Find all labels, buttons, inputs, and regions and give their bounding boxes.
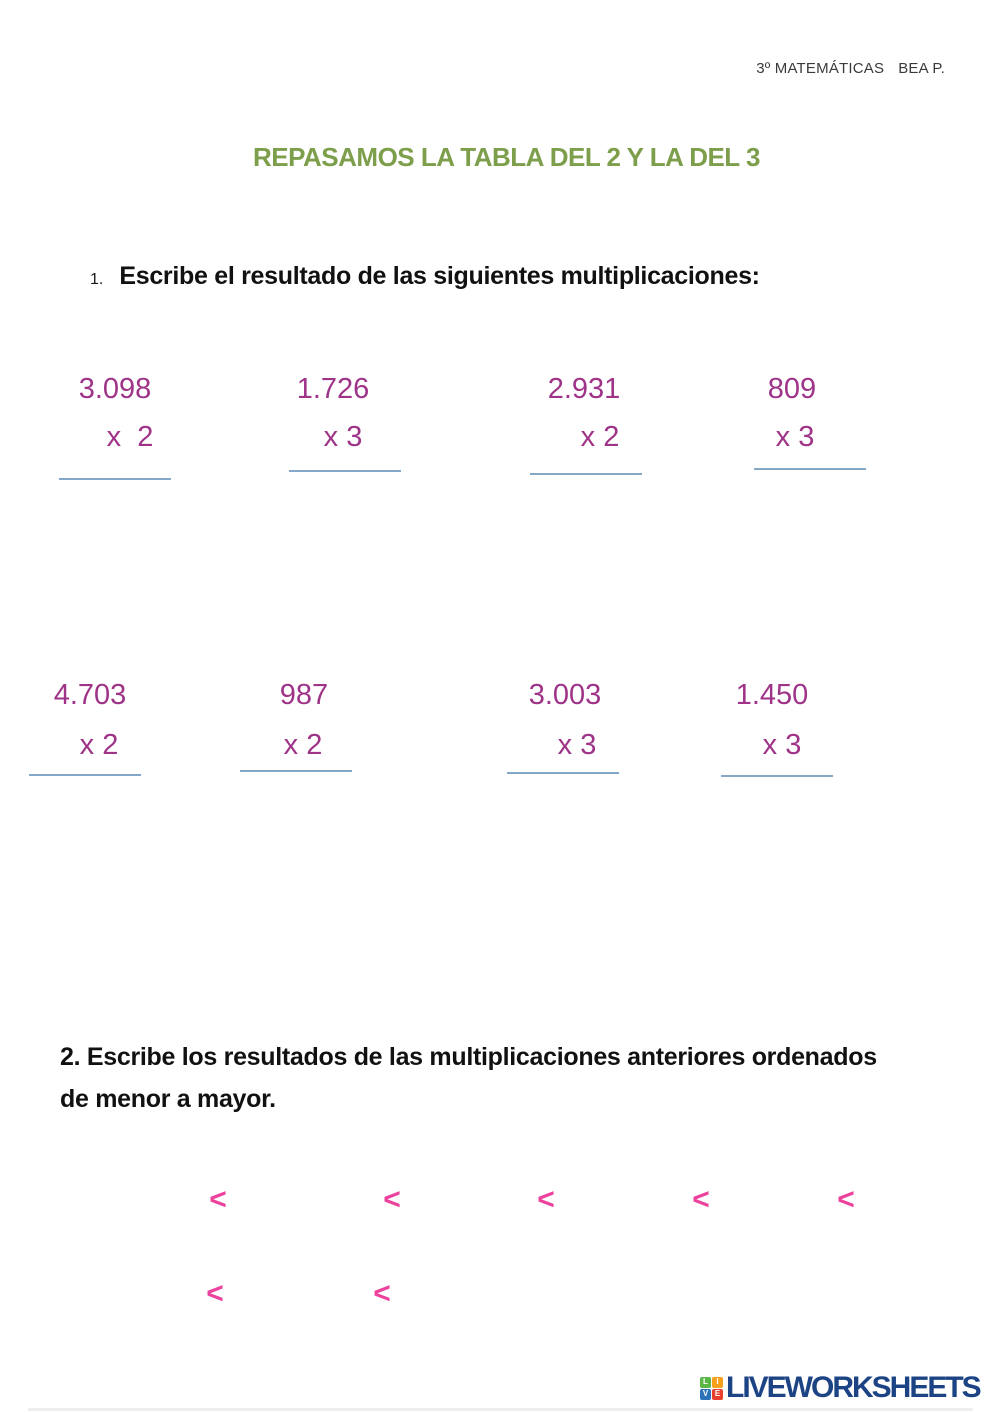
exercise1-heading: 1. Escribe el resultado de las siguiente… [90,262,760,291]
multiplication-problem-1: 3.098 x 2 [35,372,195,480]
multiplication-problem-5: 4.703 x 2 [10,678,170,776]
multiplier: x 2 [106,421,154,453]
exercise2-instruction-line2: de menor a mayor. [60,1085,276,1113]
logo-tile-v: V [700,1388,711,1400]
answer-blank[interactable] [530,473,642,475]
multiplication-problem-7: 3.003 x 3 [485,678,645,774]
multiplicand: 987 [279,679,329,711]
less-than-symbol: < [373,1277,391,1310]
exercise1-instruction: Escribe el resultado de las siguientes m… [119,262,760,290]
multiplication-problem-3: 2.931 x 2 [504,372,664,475]
answer-blank[interactable] [507,772,619,774]
multiplier: x 3 [323,421,363,453]
multiplicand: 3.003 [528,679,602,711]
less-than-symbol: < [383,1183,401,1216]
author-label: BEA P. [898,60,945,77]
answer-blank[interactable] [754,468,866,470]
multiplicand: 2.931 [547,373,621,405]
answer-blank[interactable] [59,478,171,480]
exercise2-heading: 2. Escribe los resultados de las multipl… [60,1036,960,1120]
multiplicand: 809 [767,373,817,405]
multiplier: x 3 [557,729,597,761]
multiplicand: 4.703 [53,679,127,711]
answer-blank[interactable] [289,470,401,472]
multiplication-problem-4: 809 x 3 [712,372,872,470]
less-than-symbol: < [692,1183,710,1216]
liveworksheets-logo-icon: L I V E [700,1376,723,1400]
exercise2-instruction-line1: 2. Escribe los resultados de las multipl… [60,1043,877,1071]
logo-tile-i: I [712,1376,723,1388]
multiplication-problem-6: 987 x 2 [224,678,384,772]
answer-blank[interactable] [29,774,141,776]
multiplicand: 1.726 [296,373,370,405]
answer-blank[interactable] [721,775,833,777]
multiplier: x 2 [580,421,620,453]
logo-tile-l: L [700,1376,711,1388]
page-edge-artifact [28,1408,973,1411]
less-than-symbol: < [206,1277,224,1310]
answer-blank[interactable] [240,770,352,772]
less-than-symbol: < [209,1183,227,1216]
less-than-symbol: < [537,1183,555,1216]
multiplicand: 1.450 [735,679,809,711]
multiplier: x 2 [79,729,119,761]
multiplier: x 3 [762,729,802,761]
multiplier: x 2 [283,729,323,761]
course-label: 3º MATEMÁTICAS [756,60,885,77]
exercise1-number: 1. [90,271,104,288]
multiplication-problem-2: 1.726 x 3 [253,372,413,472]
less-than-symbol: < [837,1183,855,1216]
worksheet-title: REPASAMOS LA TABLA DEL 2 Y LA DEL 3 [253,142,760,172]
multiplication-problem-8: 1.450 x 3 [692,678,852,777]
multiplier: x 3 [775,421,815,453]
liveworksheets-logo-text: LIVEWORKSHEETS [726,1371,982,1404]
logo-tile-e: E [712,1388,723,1400]
header-meta: 3º MATEMÁTICAS BEA P. [756,60,945,77]
liveworksheets-logo[interactable]: L I V E LIVEWORKSHEETS [700,1371,982,1405]
multiplicand: 3.098 [78,373,152,405]
